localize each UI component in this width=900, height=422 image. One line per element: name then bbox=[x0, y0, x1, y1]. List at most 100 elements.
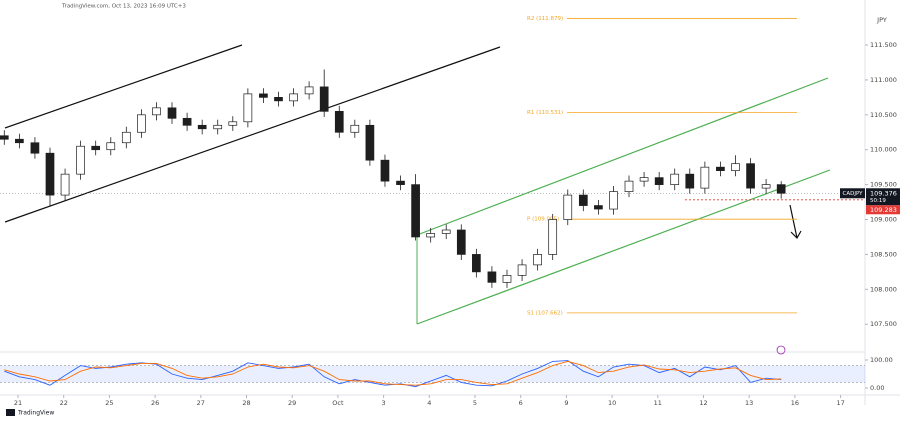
candle-body bbox=[319, 86, 329, 112]
candle-body bbox=[182, 117, 192, 126]
level-label: P (109.005) bbox=[527, 217, 559, 223]
symbol-badge bbox=[840, 188, 865, 199]
y-tick-label: 107.500 bbox=[870, 320, 897, 328]
candle-body bbox=[716, 166, 725, 172]
candle-body bbox=[121, 131, 131, 144]
candle-body bbox=[243, 93, 253, 123]
candle-body bbox=[517, 264, 527, 276]
symbol-label: CADJPY bbox=[842, 191, 863, 197]
currency: JPY bbox=[876, 16, 887, 24]
x-tick-label: 26 bbox=[151, 399, 159, 407]
channel-line bbox=[416, 77, 829, 236]
arrow-head bbox=[790, 230, 802, 239]
x-tick-label: 16 bbox=[791, 399, 799, 407]
x-tick-label: 9 bbox=[564, 399, 568, 407]
candle-body bbox=[334, 110, 344, 133]
x-tick-label: 29 bbox=[288, 399, 296, 407]
candle-body bbox=[137, 114, 146, 133]
trend-line bbox=[4, 44, 243, 129]
candles bbox=[0, 69, 786, 288]
candle-body bbox=[152, 107, 161, 116]
x-tick-label: 17 bbox=[836, 399, 844, 407]
x-tick-label: 28 bbox=[242, 399, 250, 407]
candle-body bbox=[197, 124, 207, 130]
oscillator-line bbox=[4, 360, 782, 386]
y-tick-label: 109.000 bbox=[870, 216, 897, 224]
brand-logo: TradingView bbox=[6, 409, 54, 417]
candle-body bbox=[502, 275, 512, 283]
candle-body bbox=[396, 180, 405, 185]
candle-body bbox=[91, 145, 101, 151]
channel-line bbox=[416, 169, 831, 325]
candle-body bbox=[776, 184, 786, 194]
candle-body bbox=[563, 194, 573, 220]
stop-label: 109.283 bbox=[870, 206, 897, 214]
x-tick-label: 11 bbox=[654, 399, 662, 407]
candle-body bbox=[45, 152, 55, 196]
candle-body bbox=[609, 191, 618, 210]
candle-body bbox=[0, 135, 9, 140]
candle-body bbox=[670, 173, 680, 185]
candle-body bbox=[167, 107, 177, 119]
candle-body bbox=[533, 254, 542, 266]
stop-badge bbox=[866, 205, 900, 215]
candle-body bbox=[380, 159, 390, 182]
candle-body bbox=[594, 205, 603, 210]
y-tick-label: 111.500 bbox=[870, 41, 897, 49]
x-tick-label: 13 bbox=[745, 399, 753, 407]
oscillator-band bbox=[0, 365, 865, 383]
x-tick-label: 22 bbox=[60, 399, 68, 407]
candle-body bbox=[685, 173, 695, 189]
header: TradingView.com, Oct 13, 2023 16:09 UTC+… bbox=[61, 4, 186, 10]
candle-body bbox=[700, 166, 710, 189]
trend-line bbox=[4, 46, 501, 223]
candle-body bbox=[30, 142, 40, 154]
candle-body bbox=[761, 184, 771, 189]
candle-body bbox=[411, 184, 420, 238]
candle-body bbox=[259, 93, 268, 98]
candle-body bbox=[274, 97, 283, 102]
y-tick-label: 111.000 bbox=[870, 76, 897, 84]
candle-body bbox=[441, 229, 451, 234]
candle-body bbox=[654, 177, 664, 185]
candle-body bbox=[350, 124, 360, 133]
candle-body bbox=[76, 145, 85, 175]
x-tick-label: 6 bbox=[519, 399, 523, 407]
candle-body bbox=[304, 86, 314, 95]
candle-body bbox=[106, 142, 116, 151]
x-tick-label: 25 bbox=[105, 399, 113, 407]
candle-body bbox=[228, 121, 238, 126]
candle-body bbox=[365, 124, 375, 161]
x-tick-label: 21 bbox=[14, 399, 22, 407]
x-tick-label: 10 bbox=[608, 399, 616, 407]
candle-body bbox=[472, 254, 481, 273]
logo-mark bbox=[6, 409, 15, 416]
y-tick-label: 110.000 bbox=[870, 146, 897, 154]
osc-tick-label: 100.00 bbox=[870, 356, 893, 364]
candle-body bbox=[426, 233, 436, 238]
y-tick-label: 108.000 bbox=[870, 285, 897, 293]
event-icon bbox=[776, 345, 786, 355]
x-tick-label: 12 bbox=[699, 399, 707, 407]
drawings bbox=[4, 44, 831, 355]
candle-body bbox=[456, 229, 466, 255]
x-tick-label: 4 bbox=[427, 399, 431, 407]
level-label: R1 (110.531) bbox=[527, 110, 563, 116]
x-tick-label: 3 bbox=[382, 399, 386, 407]
osc-tick-label: 0.00 bbox=[870, 384, 884, 392]
candle-body bbox=[731, 163, 740, 172]
candle-body bbox=[639, 177, 649, 182]
candle-body bbox=[213, 124, 223, 130]
candle-body bbox=[15, 138, 24, 144]
candle-body bbox=[60, 173, 70, 196]
countdown-label: 50:19 bbox=[870, 198, 886, 204]
brand: TradingView bbox=[17, 410, 54, 417]
last-price-label: 109.376 bbox=[870, 189, 897, 197]
last-price-badge bbox=[866, 188, 900, 206]
x-tick-label: 27 bbox=[197, 399, 205, 407]
candle-body bbox=[548, 219, 558, 255]
x-tick-label: 5 bbox=[473, 399, 477, 407]
candle-body bbox=[578, 194, 588, 206]
